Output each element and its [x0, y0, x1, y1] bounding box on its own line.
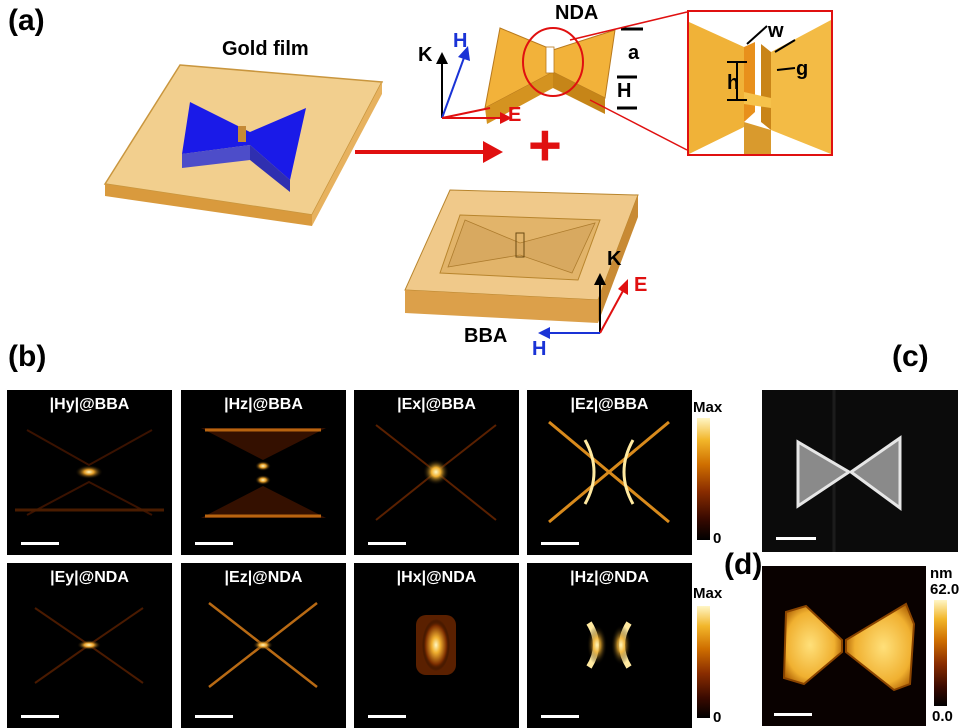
arrow-icon — [355, 141, 503, 163]
field-colorbar-bottom — [697, 606, 710, 718]
dim-h-label: h — [727, 72, 740, 94]
field-map-ex-bba: |Ex|@BBA — [354, 390, 519, 555]
field-map-title: |Hy|@BBA — [49, 396, 130, 413]
dim-w-label: w — [768, 20, 784, 42]
field-map-title: |Hx|@NDA — [396, 569, 477, 586]
nda-illustration — [484, 27, 616, 124]
field-map-hz-bba: |Hz|@BBA — [181, 390, 346, 555]
field-pattern — [416, 615, 456, 675]
sem-image — [762, 390, 958, 552]
axes-lower — [538, 273, 628, 339]
scale-bar — [195, 542, 233, 545]
axis-k-label: K — [418, 44, 433, 66]
afm-image — [762, 566, 926, 726]
nda-dimension-marks — [617, 27, 643, 110]
colorbar-min-label: 0 — [713, 530, 722, 547]
zoom-detail — [689, 20, 831, 154]
field-map-hy-bba: |Hy|@BBA — [7, 390, 172, 555]
axis-e-label-lower: E — [634, 274, 648, 296]
field-map-hz-nda: |Hz|@NDA — [527, 563, 692, 728]
scale-bar — [541, 715, 579, 718]
field-pattern — [208, 602, 318, 688]
field-map-ey-nda: |Ey|@NDA — [7, 563, 172, 728]
scale-bar — [21, 542, 59, 545]
plus-sign: + — [528, 113, 562, 178]
field-map-title: |Hz|@BBA — [224, 396, 303, 413]
panel-label-a: (a) — [8, 4, 45, 37]
dim-a-label: a — [628, 42, 640, 64]
scale-bar — [21, 715, 59, 718]
zoom-box — [687, 10, 833, 156]
field-pattern — [548, 420, 670, 524]
dim-H-label: H — [617, 80, 632, 102]
field-map-title: |Ey|@NDA — [50, 569, 129, 586]
axes-upper — [436, 46, 512, 124]
nda-label: NDA — [555, 2, 599, 24]
bba-illustration — [404, 189, 639, 323]
gold-film-label: Gold film — [222, 38, 309, 60]
field-colorbar-top — [697, 418, 710, 540]
panel-label-b: (b) — [8, 340, 47, 373]
field-map-title: |Ex|@BBA — [397, 396, 476, 413]
field-map-title: |Ez|@BBA — [570, 396, 649, 413]
dim-g-label: g — [796, 58, 809, 80]
gold-film-illustration — [103, 64, 384, 226]
colorbar-max-label: Max — [693, 585, 723, 602]
zoom-dimension-marks — [727, 25, 796, 101]
field-map-ez-bba: |Ez|@BBA — [527, 390, 692, 555]
axis-k-label-lower: K — [607, 248, 622, 270]
field-map-title: |Hz|@NDA — [570, 569, 649, 586]
scale-bar — [776, 537, 816, 540]
scale-bar — [368, 715, 406, 718]
afm-bowtie — [782, 602, 916, 692]
sem-bowtie — [796, 390, 902, 552]
field-map-hx-nda: |Hx|@NDA — [354, 563, 519, 728]
afm-colorbar-min: 0.0 — [932, 708, 953, 725]
field-pattern — [201, 428, 326, 518]
axis-e-label: E — [508, 104, 522, 126]
field-pattern — [34, 607, 144, 684]
field-map-title: |Ez|@NDA — [224, 569, 303, 586]
field-pattern — [586, 621, 632, 669]
afm-colorbar-unit: nm — [930, 565, 953, 582]
axis-h-label: H — [453, 30, 468, 52]
panel-label-d: (d) — [724, 548, 763, 581]
bba-label: BBA — [464, 325, 508, 347]
colorbar-min-label: 0 — [713, 709, 722, 726]
panel-label-c: (c) — [892, 340, 929, 373]
afm-colorbar — [934, 600, 947, 706]
field-pattern — [15, 429, 164, 516]
axis-h-label-lower: H — [532, 338, 547, 360]
scale-bar — [368, 542, 406, 545]
scale-bar — [195, 715, 233, 718]
afm-colorbar-max: 62.0 — [930, 581, 960, 598]
colorbar-max-label: Max — [693, 399, 723, 416]
field-pattern — [375, 424, 497, 521]
scale-bar — [541, 542, 579, 545]
field-map-ez-nda: |Ez|@NDA — [181, 563, 346, 728]
zoom-lines — [569, 11, 688, 151]
scale-bar — [774, 713, 812, 716]
